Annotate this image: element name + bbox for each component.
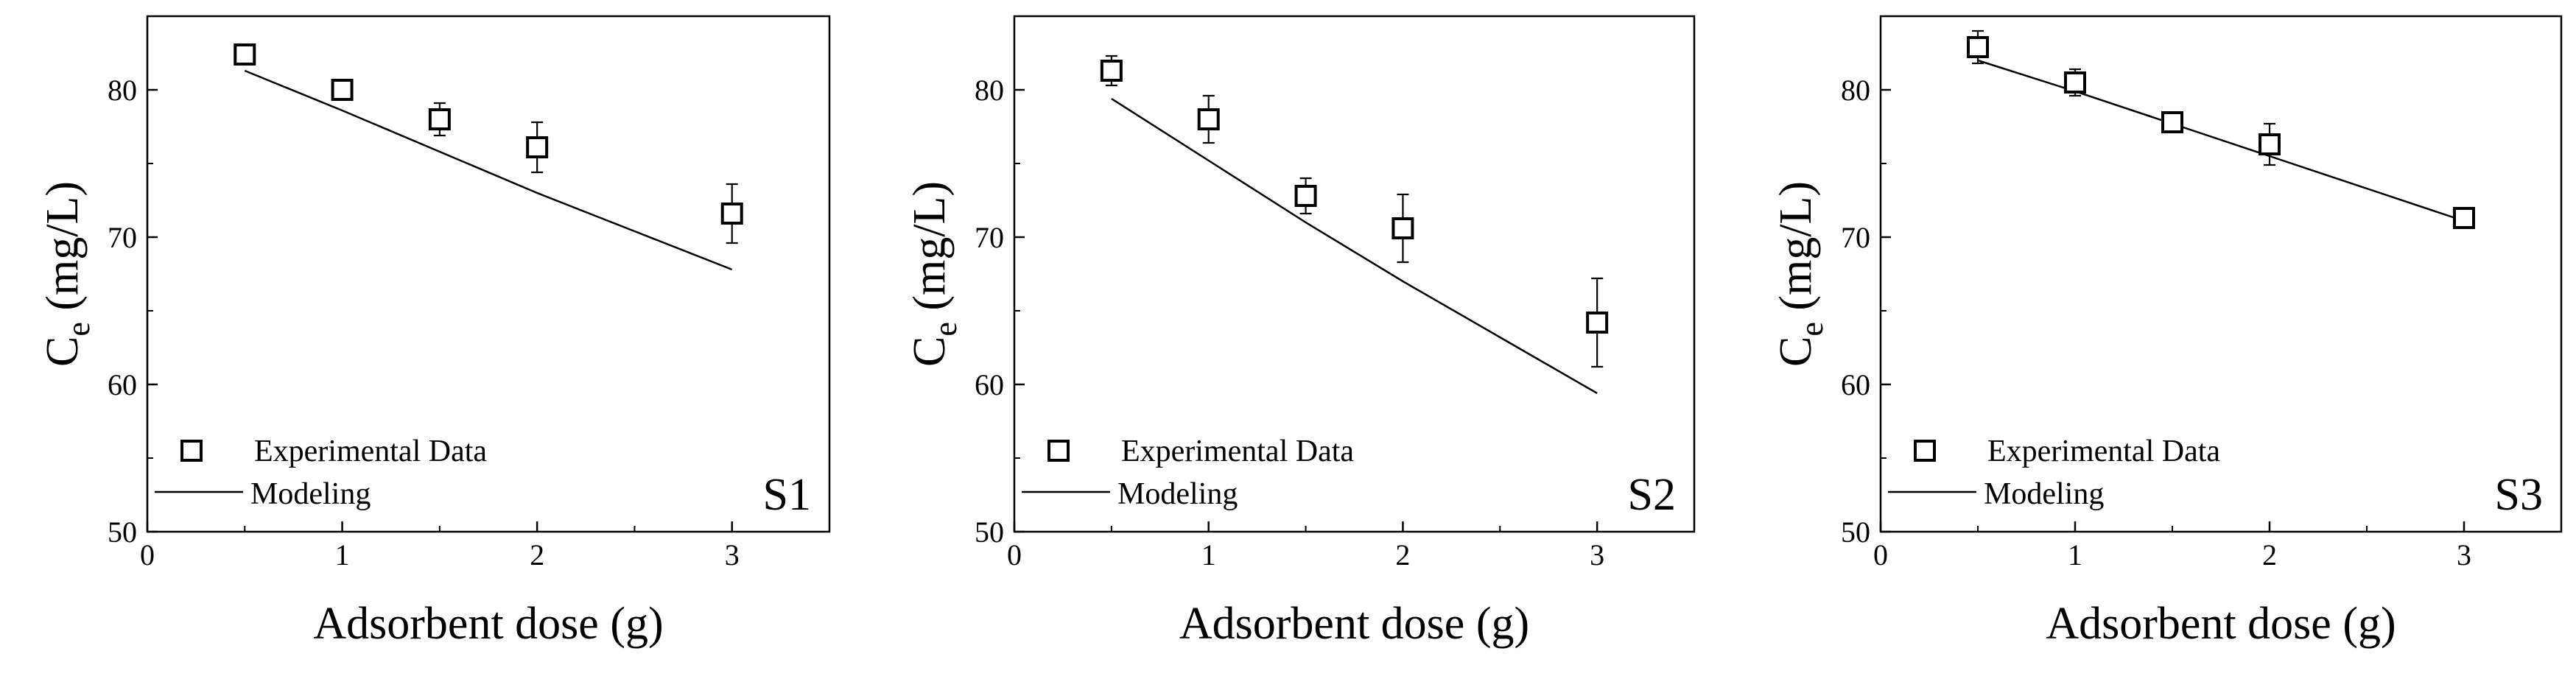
y-axis-title-subscript: e: [927, 322, 964, 337]
experimental-data-point: [1294, 185, 1317, 207]
y-axis-title: Ce (mg/L): [1771, 181, 1830, 367]
x-tick-label: 3: [1590, 538, 1604, 571]
y-axis-title: Ce (mg/L): [905, 181, 964, 367]
y-tick-label: 60: [108, 368, 137, 401]
panel-label: S3: [2495, 470, 2543, 520]
y-axis-title-main: C: [38, 337, 88, 367]
experimental-data-point: [2064, 71, 2086, 94]
y-tick-label: 80: [1841, 74, 1870, 107]
legend-marker-experimental: [1047, 440, 1070, 462]
experimental-data-point: [2453, 207, 2475, 229]
y-tick-label: 50: [108, 516, 137, 549]
x-tick-label: 3: [725, 538, 740, 571]
y-axis-title-subscript: e: [60, 322, 96, 337]
y-tick-label: 70: [108, 221, 137, 254]
plot-frame: [146, 15, 831, 533]
x-tick-label: 0: [1873, 538, 1888, 571]
y-tick-label: 60: [1841, 368, 1870, 401]
y-tick-label: 60: [975, 368, 1004, 401]
x-tick-label: 1: [2068, 538, 2082, 571]
y-tick-label: 70: [1841, 221, 1870, 254]
plot-frame: [1879, 15, 2563, 533]
modeling-line: [1977, 59, 2465, 222]
x-tick-label: 1: [335, 538, 350, 571]
legend-label-experimental: Experimental Data: [1987, 435, 2220, 468]
legend-label-modeling: Modeling: [1984, 477, 2104, 511]
experimental-data-point: [720, 203, 743, 225]
plot-frame: [1013, 15, 1696, 533]
y-axis-title-main: C: [1771, 337, 1821, 367]
experimental-data-point: [1100, 60, 1123, 82]
experimental-data-point: [428, 108, 451, 130]
x-tick-label: 2: [1395, 538, 1410, 571]
x-axis-title: Adsorbent dose (g): [2046, 599, 2396, 649]
chart-panel-s3: 0 1 2 3 50 60 70 80 Adsorbent dose (g) Ce (mg/L) E…: [1771, 15, 2563, 649]
y-axis-title-unit: (mg/L): [38, 181, 88, 322]
modeling-line: [244, 69, 733, 271]
experimental-data-point: [1197, 108, 1220, 130]
x-tick-label: 2: [2262, 538, 2277, 571]
legend-label-experimental: Experimental Data: [254, 435, 487, 468]
panel-label: S1: [763, 470, 811, 520]
legend-label-modeling: Modeling: [250, 477, 371, 511]
experimental-data-point: [234, 43, 256, 66]
y-axis-title-unit: (mg/L): [905, 181, 955, 322]
y-axis-title: Ce (mg/L): [38, 181, 96, 367]
experimental-data-point: [2161, 111, 2183, 133]
x-tick-label: 1: [1201, 538, 1216, 571]
x-tick-label: 0: [140, 538, 155, 571]
experimental-data-point: [331, 79, 354, 101]
experimental-data-point: [1967, 36, 1989, 58]
y-axis-title-main: C: [905, 337, 955, 367]
y-tick-label: 80: [108, 74, 137, 107]
y-tick-label: 50: [1841, 516, 1870, 549]
y-axis-title-subscript: e: [1794, 322, 1830, 337]
experimental-data-point: [1586, 312, 1609, 334]
panel-label: S2: [1628, 470, 1676, 520]
y-tick-label: 50: [975, 516, 1004, 549]
chart-panel-s1: 0 1 2 3 50 60 70 80 Adsorbent dose (g) Ce (mg/L) E…: [38, 15, 831, 649]
experimental-data-point: [526, 136, 549, 158]
y-axis-title-unit: (mg/L): [1771, 181, 1821, 322]
chart-panel-s2: 0 1 2 3 50 60 70 80 Adsorbent dose (g) Ce (mg/L) E…: [905, 15, 1696, 649]
x-tick-label: 3: [2457, 538, 2471, 571]
legend-marker-experimental: [1914, 440, 1936, 462]
legend-label-modeling: Modeling: [1117, 477, 1238, 511]
y-tick-label: 80: [975, 74, 1004, 107]
experimental-data-point: [2259, 133, 2281, 155]
modeling-line: [1111, 97, 1598, 395]
x-axis-title: Adsorbent dose (g): [313, 599, 663, 649]
x-axis-title: Adsorbent dose (g): [1179, 599, 1529, 649]
legend-marker-experimental: [180, 440, 203, 462]
legend-label-experimental: Experimental Data: [1121, 435, 1354, 468]
experimental-data-point: [1391, 217, 1414, 239]
x-tick-label: 2: [530, 538, 544, 571]
y-tick-label: 70: [975, 221, 1004, 254]
x-tick-label: 0: [1007, 538, 1022, 571]
